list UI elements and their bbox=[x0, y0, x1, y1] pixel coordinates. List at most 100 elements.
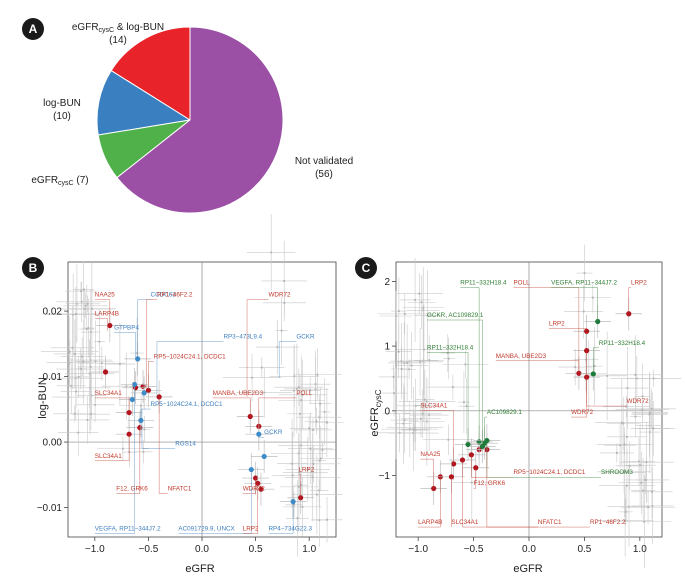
panel-b-xtick-label-3: 0.5 bbox=[249, 544, 263, 555]
panel-b-bg-point bbox=[82, 360, 85, 363]
panel-b-xlabel: eGFR bbox=[185, 563, 214, 575]
panel-c-bg-point bbox=[412, 428, 416, 432]
panel-c-xlabel: eGFR bbox=[513, 563, 542, 575]
panel-b-bg-point bbox=[315, 420, 318, 423]
panel-c-label-16: F12, GRK6 bbox=[474, 480, 506, 487]
panel-b-bg-point bbox=[283, 279, 286, 283]
panel-b-bg-point bbox=[143, 428, 146, 431]
panel-b-bg-point bbox=[71, 346, 74, 349]
panel-c-bg-point bbox=[428, 359, 431, 362]
panel-b-label-line-15 bbox=[94, 434, 130, 462]
panel-c-label-line-17 bbox=[418, 476, 441, 528]
panel-c-bg-point bbox=[397, 309, 400, 313]
panel-b-label-22: LRP2 bbox=[243, 525, 259, 532]
panel-b-bg-point bbox=[98, 340, 101, 343]
panel-c-label-18: SLC34A1 bbox=[451, 519, 478, 526]
panel-c-bg-point bbox=[574, 365, 577, 369]
panel-c-bg-point bbox=[418, 360, 422, 363]
pie-slice-1 bbox=[96, 69, 192, 136]
panel-b-label-19: LRP2 bbox=[298, 467, 314, 474]
panel-b-label-15: SLC34A1 bbox=[95, 453, 122, 460]
panel-b-bg-point bbox=[280, 329, 283, 332]
panel-b-bg-point bbox=[81, 355, 84, 358]
panel-b-label-line-2 bbox=[137, 299, 151, 359]
panel-c-label-line-4 bbox=[427, 319, 483, 447]
panel-b-label-line-5 bbox=[148, 361, 154, 391]
panel-b-bg-point bbox=[68, 350, 71, 353]
pie-slice-0 bbox=[110, 26, 191, 121]
panel-c-bg-point bbox=[641, 408, 644, 411]
panel-b-label-line-20 bbox=[94, 384, 135, 534]
panel-c-bg-point bbox=[615, 451, 618, 455]
panel-b-bg-point bbox=[295, 387, 298, 390]
panel-b-bg-point bbox=[90, 394, 93, 397]
panel-b-label-11: SLC34A1 bbox=[95, 390, 122, 397]
panel-c-label-line-2 bbox=[551, 287, 598, 322]
panel-c-ytick-label-1: 0 bbox=[384, 406, 390, 417]
panel-b-label-14: RGS14 bbox=[175, 440, 196, 447]
panel-c-bg-point bbox=[410, 364, 413, 367]
panel-b-bg-point bbox=[314, 383, 317, 386]
panel-b-bg-point bbox=[319, 457, 322, 460]
panel-b-label-4: GTPBP4 bbox=[114, 324, 139, 331]
panel-c-bg-point bbox=[582, 310, 585, 313]
panel-c-bg-point bbox=[421, 412, 424, 415]
panel-b-bg-point bbox=[70, 384, 73, 387]
panel-b-bg-point bbox=[309, 389, 312, 392]
panel-b-bg-point bbox=[270, 251, 273, 254]
panel-c: C RP11−332H18.4 POLL VEGFA, RP11−344J7.2 LR… bbox=[355, 244, 682, 575]
panel-b-xtick-label-1: −0.5 bbox=[139, 544, 159, 555]
panel-b-ytick-label-2: 0.01 bbox=[43, 372, 63, 383]
panel-b-bg-point bbox=[318, 459, 321, 462]
panel-c-bg-point bbox=[648, 413, 651, 416]
panel-b-bg-point bbox=[325, 518, 329, 521]
panel-b-bg-point bbox=[318, 489, 321, 492]
panel-b-label-8: WDR72 bbox=[268, 292, 291, 299]
panel-c-bg-point bbox=[402, 422, 405, 425]
panel-c-bg-point bbox=[646, 506, 650, 509]
panel-b-ytick-label-1: 0.00 bbox=[43, 438, 63, 449]
panel-b-bg-point bbox=[298, 412, 302, 415]
panel-b-label-line-3 bbox=[146, 299, 157, 387]
panel-b-bg-point bbox=[83, 307, 86, 311]
panel-b-label-23: RP4−734G22.3 bbox=[268, 525, 312, 532]
panel-c-bg-point bbox=[583, 271, 586, 275]
panel-b-bg-point bbox=[315, 493, 318, 496]
panel-b-label-line-19 bbox=[298, 474, 301, 498]
panel-b-bg-point bbox=[296, 517, 299, 520]
panel-c-label-19: NFATC1 bbox=[538, 519, 562, 526]
pie-slices bbox=[96, 26, 284, 214]
panel-c-bg-point bbox=[593, 365, 596, 368]
panel-c-label-17: LARP4B bbox=[418, 519, 442, 526]
panel-c-bg-point bbox=[620, 421, 623, 424]
panel-b-label-line-12 bbox=[140, 408, 151, 421]
panel-c-bg-point bbox=[414, 404, 417, 407]
panel-c-label-line-1 bbox=[513, 287, 580, 374]
panel-b-bg-point bbox=[311, 476, 314, 479]
panel-c-ytick-label-0: −1 bbox=[379, 471, 391, 482]
panel-b-bg-point bbox=[301, 505, 304, 508]
panel-c-label-line-20 bbox=[462, 460, 590, 528]
panel-b-bg-point bbox=[293, 375, 296, 378]
panel-b-bg-point bbox=[73, 412, 76, 415]
panel-c-bg-point bbox=[623, 471, 626, 474]
panel-b-bg-point bbox=[142, 450, 145, 453]
panel-b-bg-point bbox=[250, 376, 254, 379]
panel-b-letter: B bbox=[29, 261, 38, 275]
panel-b-bg-point bbox=[77, 375, 80, 379]
panel-b-bg-point bbox=[321, 448, 324, 451]
panel-b-bg-point bbox=[94, 403, 97, 406]
panel-b-badge bbox=[22, 257, 44, 279]
panel-b-label-3: RP1−46F2.2 bbox=[157, 292, 193, 299]
panel-b-bg-point bbox=[311, 428, 314, 432]
panel-b-label-line-11 bbox=[94, 397, 130, 413]
panel-b-bg-point bbox=[309, 447, 312, 450]
panel-b-bg-point bbox=[67, 395, 70, 399]
panel-b-bg-point bbox=[312, 462, 315, 465]
panel-b-bg-point bbox=[291, 474, 294, 477]
pie-count-blue: (10) bbox=[53, 111, 71, 122]
panel-c-bg-point bbox=[420, 301, 423, 304]
panel-c-label-line-12 bbox=[586, 350, 627, 407]
